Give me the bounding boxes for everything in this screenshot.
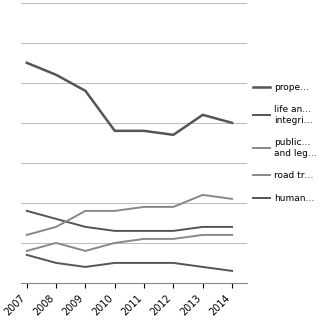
life an…
integri… <box>25 209 29 213</box>
human… <box>201 265 205 269</box>
life an…
integri… <box>230 225 234 229</box>
road tr… <box>25 249 29 253</box>
life an…
integri… <box>113 229 117 233</box>
prope… <box>201 113 205 117</box>
prope… <box>172 133 175 137</box>
Line: public…
and leg…: public… and leg… <box>27 195 232 235</box>
road tr… <box>113 241 117 245</box>
public…
and leg… <box>84 209 87 213</box>
life an…
integri… <box>172 229 175 233</box>
public…
and leg… <box>172 205 175 209</box>
life an…
integri… <box>84 225 87 229</box>
prope… <box>25 61 29 65</box>
Line: human…: human… <box>27 255 232 271</box>
road tr… <box>84 249 87 253</box>
life an…
integri… <box>142 229 146 233</box>
prope… <box>230 121 234 125</box>
prope… <box>54 73 58 77</box>
public…
and leg… <box>25 233 29 237</box>
life an…
integri… <box>201 225 205 229</box>
public…
and leg… <box>54 225 58 229</box>
prope… <box>84 89 87 93</box>
Line: prope…: prope… <box>27 63 232 135</box>
road tr… <box>172 237 175 241</box>
Legend: prope…, life an…
integri…, public…
and leg…, road tr…, human…: prope…, life an… integri…, public… and l… <box>253 83 317 203</box>
prope… <box>142 129 146 133</box>
human… <box>25 253 29 257</box>
public…
and leg… <box>113 209 117 213</box>
road tr… <box>230 233 234 237</box>
road tr… <box>142 237 146 241</box>
human… <box>54 261 58 265</box>
human… <box>113 261 117 265</box>
public…
and leg… <box>142 205 146 209</box>
Line: road tr…: road tr… <box>27 235 232 251</box>
road tr… <box>201 233 205 237</box>
human… <box>172 261 175 265</box>
public…
and leg… <box>230 197 234 201</box>
life an…
integri… <box>54 217 58 221</box>
public…
and leg… <box>201 193 205 197</box>
human… <box>230 269 234 273</box>
road tr… <box>54 241 58 245</box>
Line: life an…
integri…: life an… integri… <box>27 211 232 231</box>
human… <box>142 261 146 265</box>
prope… <box>113 129 117 133</box>
human… <box>84 265 87 269</box>
